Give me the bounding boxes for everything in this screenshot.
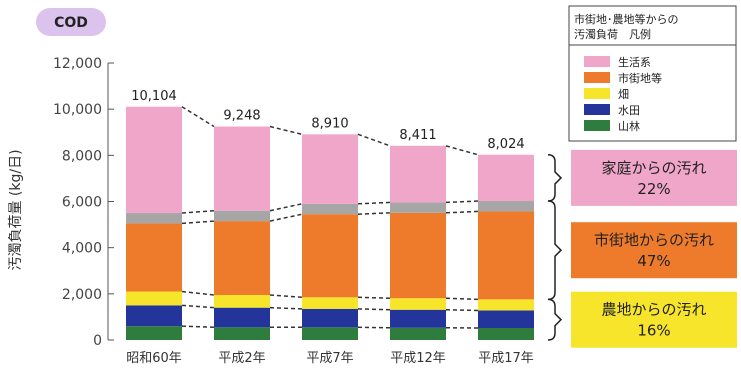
legend-label: 生活系 [618,55,651,69]
connector-line [182,326,214,327]
connector-line [358,202,390,203]
connector-line [446,298,478,299]
y-tick-label: 10,000 [53,102,102,118]
annotation-bracket [548,201,561,299]
legend-label: 山林 [618,119,640,133]
bar-segment-生活系 [126,107,182,213]
axis-layer: 0 2,000 4,000 6,000 8,000 10,000 12,000 [53,56,114,349]
bar-segment-水田 [214,308,270,328]
connector-line [358,309,390,310]
bar-segment-生活系 [214,127,270,211]
bar-segment-other [478,201,534,211]
y-tick-label: 6,000 [62,195,102,211]
x-category-label: 平成12年 [390,351,446,366]
bar-segment-other [390,202,446,212]
bar-segment-畑 [478,299,534,310]
cod-badge-label: COD [54,15,88,31]
bar-segment-other [126,213,182,223]
annotation-title: 家庭からの汚れ [601,159,706,177]
cod-badge: COD [36,8,106,36]
bar-segment-other [214,211,270,221]
legend-label: 水田 [618,104,640,117]
bar-segment-市街地等 [214,221,270,295]
bar-segment-生活系 [390,146,446,203]
legend-swatch [584,120,610,131]
bar-segment-水田 [126,305,182,326]
annotation-percent: 22% [637,180,670,198]
bar-segment-山林 [478,328,534,340]
bar-total-label: 8,411 [399,128,436,143]
bar-segment-畑 [126,292,182,306]
connector-line [446,146,478,155]
annotation-title: 農地からの汚れ [601,301,706,319]
connector-line [270,295,302,297]
y-axis-title: 汚濁負荷量 (kg/日) [8,149,24,270]
legend-swatch [584,88,610,99]
connector-line [358,213,390,214]
x-category-label: 昭和60年 [126,351,182,366]
bar-segment-山林 [126,326,182,340]
y-tick-label: 8,000 [62,148,102,164]
connector-line [446,211,478,212]
connector-line [270,127,302,135]
x-category-label: 平成7年 [306,351,353,366]
connector-line [358,134,390,146]
annotation-bracket [548,299,561,340]
bar-segment-畑 [390,298,446,310]
bar-segment-畑 [302,297,358,309]
connector-line [182,211,214,213]
y-tick-label: 0 [93,333,102,349]
bar-total-label: 9,248 [223,109,260,124]
connector-line [182,305,214,307]
bar-segment-水田 [302,309,358,327]
connector-line [270,214,302,221]
annotations-layer: 家庭からの汚れ 22% 市街地からの汚れ 47% 農地からの汚れ 16% [548,150,737,348]
connector-line [182,221,214,223]
bar-total-label: 8,024 [487,137,524,152]
bar-segment-生活系 [478,155,534,201]
bar-segment-山林 [214,327,270,340]
x-category-label: 平成17年 [478,351,534,366]
x-category-label: 平成2年 [218,351,265,366]
bar-segment-水田 [478,310,534,328]
connector-line [182,292,214,295]
y-tick-label: 4,000 [62,241,102,257]
bar-segment-市街地等 [302,214,358,297]
bar-segment-畑 [214,295,270,308]
annotation-percent: 16% [637,322,670,340]
legend-swatch [584,56,610,67]
annotation-bracket [548,155,561,201]
legend-title-line1: 市街地･農地等からの [574,12,679,26]
bar-segment-other [302,204,358,214]
bar-segment-水田 [390,310,446,328]
connector-line [446,310,478,311]
bar-segment-市街地等 [126,223,182,291]
annotation-title: 市街地からの汚れ [594,231,714,249]
legend-swatch [584,72,610,83]
bar-segment-生活系 [302,134,358,203]
bar-segment-市街地等 [478,211,534,299]
connector-line [270,204,302,211]
annotation-percent: 47% [637,252,670,270]
bar-segment-山林 [390,328,446,340]
connector-line [358,297,390,298]
connector-line [270,308,302,309]
y-tick-label: 12,000 [53,56,102,72]
legend-title-line2: 汚濁負荷 凡例 [574,27,651,41]
y-tick-label: 2,000 [62,287,102,303]
bar-segment-市街地等 [390,213,446,298]
connector-line [446,201,478,202]
bar-total-label: 8,910 [311,116,348,131]
bars-layer [126,107,534,340]
bar-total-label: 10,104 [131,89,177,104]
legend-swatch [584,104,610,115]
legend-label: 市街地等 [618,71,662,85]
bar-segment-山林 [302,327,358,340]
legend-label: 畑 [618,88,629,101]
connector-line [182,107,214,127]
